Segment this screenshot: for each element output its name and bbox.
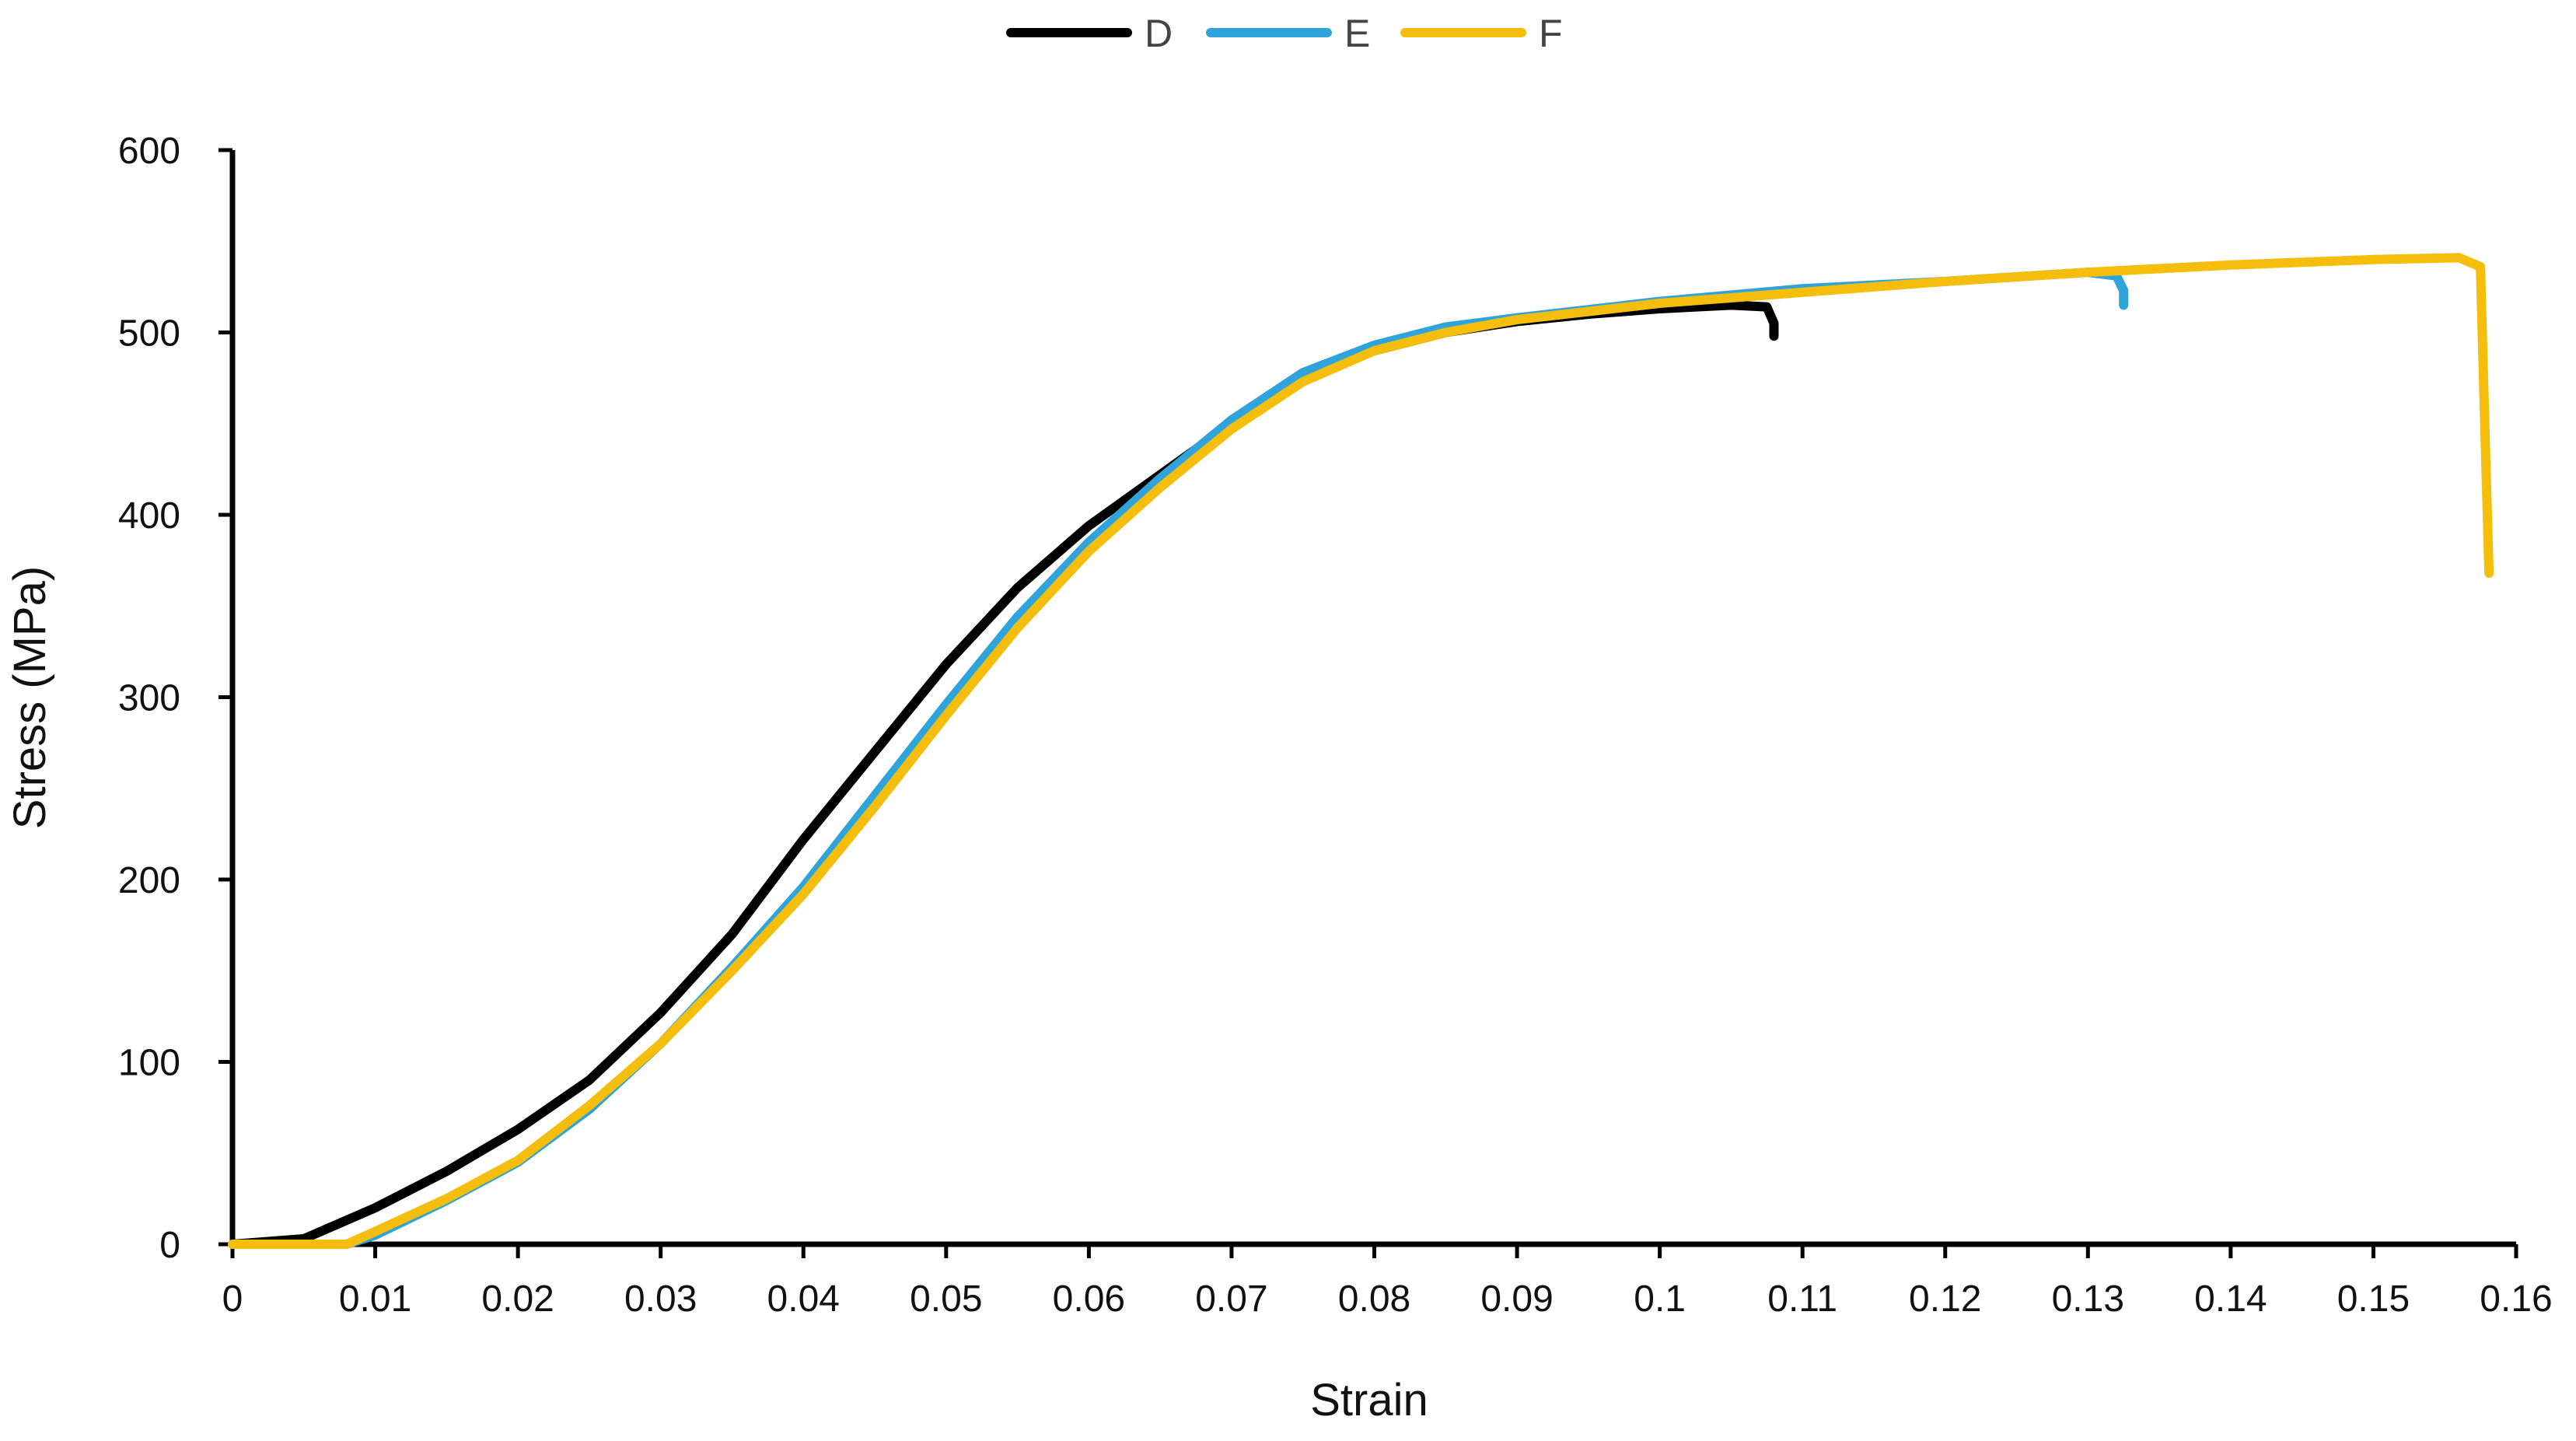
legend-label-f: F xyxy=(1539,12,1563,55)
x-tick-label: 0.09 xyxy=(1480,1278,1553,1320)
x-tick-label: 0.06 xyxy=(1053,1278,1125,1320)
x-tick-label: 0.08 xyxy=(1338,1278,1410,1320)
x-tick-label: 0 xyxy=(222,1278,243,1320)
y-tick-label: 400 xyxy=(118,495,180,537)
x-tick-label: 0.11 xyxy=(1767,1278,1837,1320)
x-tick-label: 0.15 xyxy=(2337,1278,2410,1320)
series-line-f xyxy=(228,253,2494,1249)
y-tick-label: 0 xyxy=(159,1225,180,1266)
x-tick-label: 0.05 xyxy=(910,1278,982,1320)
x-tick-label: 0.1 xyxy=(1634,1278,1686,1320)
legend: D E F xyxy=(1006,12,1563,55)
y-axis-title: Stress (MPa) xyxy=(5,566,55,829)
x-tick-label: 0.14 xyxy=(2194,1278,2267,1320)
x-tick-label: 0.03 xyxy=(624,1278,697,1320)
y-tick-label: 200 xyxy=(118,860,180,901)
x-tick-label: 0.16 xyxy=(2480,1278,2552,1320)
y-tick-label: 100 xyxy=(118,1043,180,1084)
x-tick-label: 0.12 xyxy=(1909,1278,1981,1320)
y-tick-label: 600 xyxy=(118,131,180,172)
x-tick-label: 0.13 xyxy=(2052,1278,2124,1320)
y-tick-label: 500 xyxy=(118,313,180,355)
x-tick-label: 0.04 xyxy=(767,1278,840,1320)
x-tick-label: 0.07 xyxy=(1195,1278,1267,1320)
series-line-e xyxy=(228,268,2129,1249)
series-line-d xyxy=(228,300,1779,1249)
y-tick-label: 300 xyxy=(118,678,180,719)
legend-label-e: E xyxy=(1344,12,1370,55)
series-lines xyxy=(228,253,2494,1249)
legend-label-d: D xyxy=(1145,12,1173,55)
axes: 0 0.01 0.02 0.03 0.04 0.05 0.06 0.07 0.08 0.09 0.1… xyxy=(118,131,2553,1320)
x-tick-label: 0.02 xyxy=(481,1278,554,1320)
x-axis-title: Strain xyxy=(1310,1375,1428,1425)
x-tick-label: 0.01 xyxy=(339,1278,411,1320)
